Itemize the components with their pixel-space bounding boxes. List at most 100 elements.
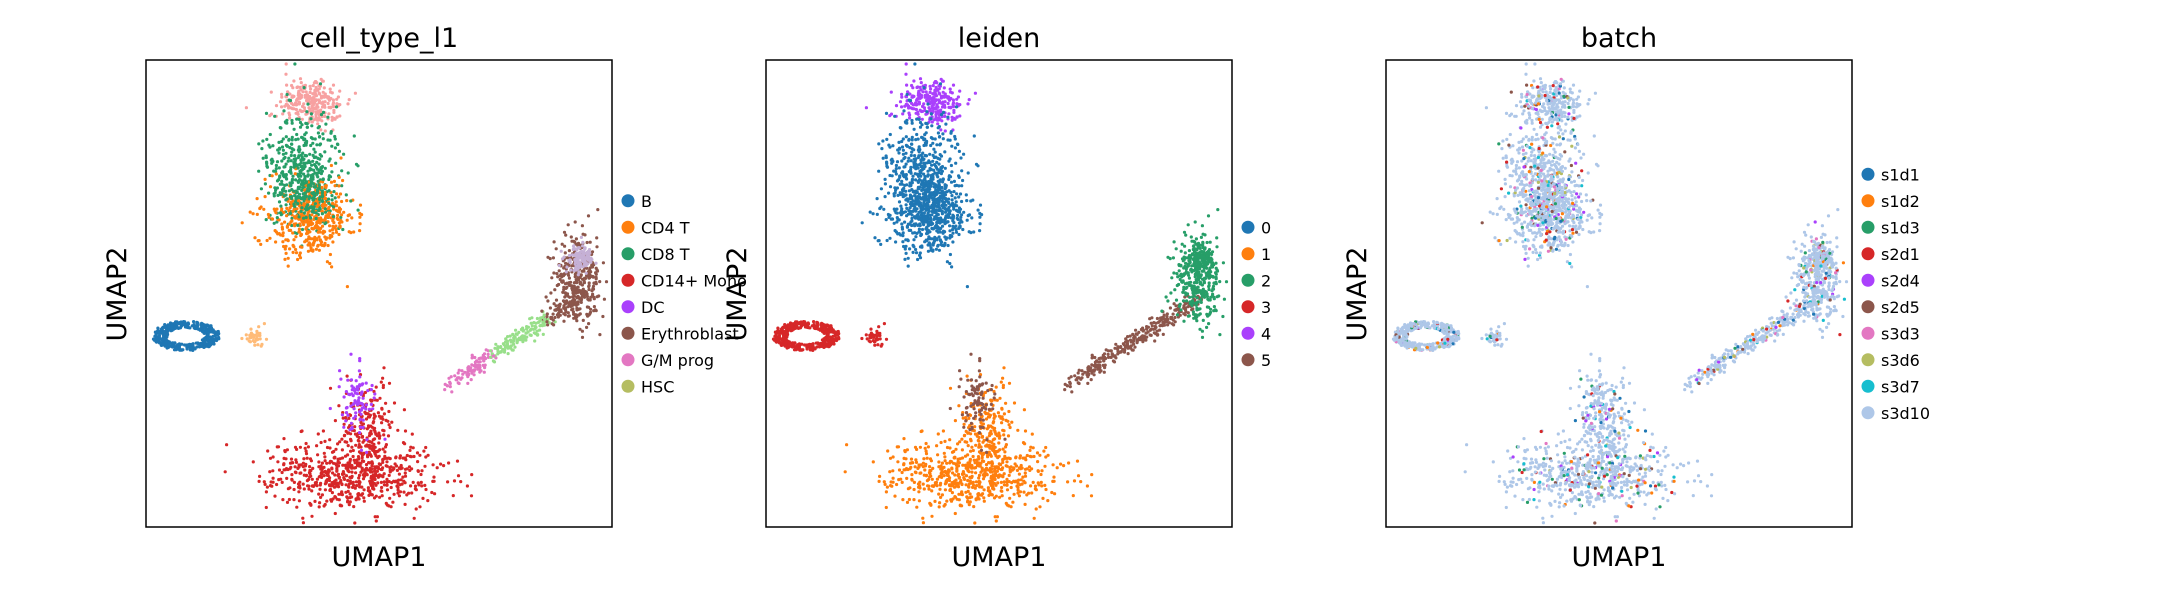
data-point xyxy=(303,181,307,185)
data-point xyxy=(338,225,342,229)
data-point xyxy=(321,102,325,106)
data-point xyxy=(280,225,284,229)
data-point xyxy=(875,329,879,333)
data-point xyxy=(469,369,473,373)
data-point xyxy=(365,450,369,454)
data-point xyxy=(357,480,361,484)
data-point xyxy=(298,486,302,490)
data-point xyxy=(576,273,580,277)
data-point xyxy=(514,328,518,332)
data-point xyxy=(284,135,288,139)
data-point xyxy=(926,184,930,188)
data-point xyxy=(326,473,330,477)
data-point xyxy=(492,354,496,358)
data-point xyxy=(508,345,513,349)
data-point xyxy=(299,174,303,178)
data-point xyxy=(897,232,901,236)
data-point xyxy=(928,242,932,246)
data-point xyxy=(317,91,321,95)
data-point xyxy=(375,465,379,469)
data-point xyxy=(279,204,283,208)
data-point xyxy=(403,474,408,478)
data-point xyxy=(361,452,365,456)
data-point xyxy=(377,441,381,445)
data-point xyxy=(256,343,260,347)
data-point xyxy=(448,380,452,384)
data-point xyxy=(361,396,365,400)
data-point xyxy=(327,197,331,201)
data-point xyxy=(346,378,350,382)
data-point xyxy=(317,170,321,175)
data-point xyxy=(913,194,917,198)
data-point xyxy=(337,184,341,188)
data-point xyxy=(339,156,343,160)
data-point xyxy=(953,137,957,141)
data-point xyxy=(595,245,599,249)
data-point xyxy=(923,133,927,137)
data-point xyxy=(925,205,929,209)
data-point xyxy=(884,111,889,115)
data-point xyxy=(301,482,305,486)
data-point xyxy=(296,223,300,227)
data-point xyxy=(783,323,787,327)
data-point xyxy=(594,271,598,275)
data-point xyxy=(798,322,802,326)
data-point xyxy=(312,237,316,241)
data-point xyxy=(367,415,372,419)
data-point xyxy=(271,476,275,480)
data-point xyxy=(521,337,526,341)
data-point xyxy=(369,492,373,497)
data-point xyxy=(371,483,375,487)
data-point xyxy=(797,342,802,346)
data-point xyxy=(935,221,939,225)
data-point xyxy=(292,148,296,152)
data-point xyxy=(912,238,916,242)
data-point xyxy=(308,472,312,476)
data-point xyxy=(329,499,334,503)
data-point xyxy=(297,227,301,231)
data-point xyxy=(310,213,314,217)
data-point xyxy=(958,225,962,229)
data-point xyxy=(285,197,289,201)
data-point xyxy=(499,350,503,354)
data-point xyxy=(327,112,331,116)
data-point xyxy=(967,98,971,102)
data-point xyxy=(269,480,273,484)
data-point xyxy=(499,345,503,349)
data-point xyxy=(943,129,947,133)
data-point xyxy=(316,111,320,115)
data-point xyxy=(900,179,904,183)
data-point xyxy=(298,125,303,129)
data-point xyxy=(910,142,914,146)
data-point xyxy=(550,315,554,320)
data-point xyxy=(263,195,267,199)
data-point xyxy=(528,333,532,337)
data-point xyxy=(922,211,927,215)
data-point xyxy=(457,381,461,386)
data-point xyxy=(589,295,593,299)
data-point xyxy=(293,224,297,228)
data-point xyxy=(794,346,798,350)
data-point xyxy=(385,483,389,487)
data-point xyxy=(163,325,167,329)
data-point xyxy=(923,164,927,169)
data-point xyxy=(281,498,285,502)
data-point xyxy=(308,230,312,234)
data-point xyxy=(321,110,326,114)
data-point xyxy=(555,313,560,317)
data-point xyxy=(282,210,286,214)
data-point xyxy=(308,195,312,199)
data-point xyxy=(579,235,584,239)
data-point xyxy=(957,175,961,179)
data-point xyxy=(354,411,358,415)
data-point xyxy=(940,169,945,173)
scatter-points xyxy=(771,62,1229,525)
data-point xyxy=(944,214,948,218)
data-point xyxy=(584,271,588,275)
data-point xyxy=(798,326,803,330)
data-point xyxy=(334,224,338,228)
data-point xyxy=(946,101,950,106)
data-point xyxy=(575,296,579,300)
data-point xyxy=(536,333,540,337)
data-point xyxy=(932,205,936,209)
